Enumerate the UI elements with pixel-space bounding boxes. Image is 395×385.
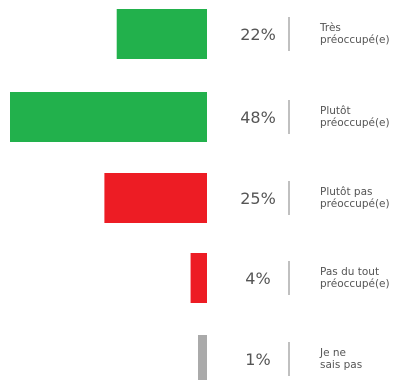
bar — [190, 253, 207, 303]
category-label: Je ne sais pas — [319, 347, 362, 371]
category-label-line: préoccupé(e) — [320, 34, 390, 46]
category-label-line: préoccupé(e) — [320, 198, 390, 210]
category-label-line: Très — [319, 22, 341, 34]
bar — [104, 173, 207, 223]
category-label-line: préoccupé(e) — [320, 278, 390, 290]
category-label-line: Plutôt pas — [320, 186, 372, 198]
category-label-line: Pas du tout — [320, 266, 379, 278]
category-label-line: Plutôt — [320, 105, 351, 117]
category-label-line: sais pas — [320, 359, 362, 371]
category-label-line: Je ne — [319, 347, 346, 359]
bar — [198, 335, 207, 380]
data-label: 48% — [240, 108, 276, 127]
category-label: Très préoccupé(e) — [319, 22, 390, 46]
data-label: 1% — [245, 350, 270, 369]
category-label: Pas du tout préoccupé(e) — [320, 266, 390, 290]
bar — [116, 9, 207, 59]
data-label: 22% — [240, 25, 276, 44]
data-label: 4% — [245, 269, 270, 288]
data-label: 25% — [240, 189, 276, 208]
category-label: Plutôt pas préoccupé(e) — [320, 186, 390, 210]
bar — [10, 92, 207, 142]
category-label: Plutôt préoccupé(e) — [320, 105, 390, 129]
category-label-line: préoccupé(e) — [320, 117, 390, 129]
